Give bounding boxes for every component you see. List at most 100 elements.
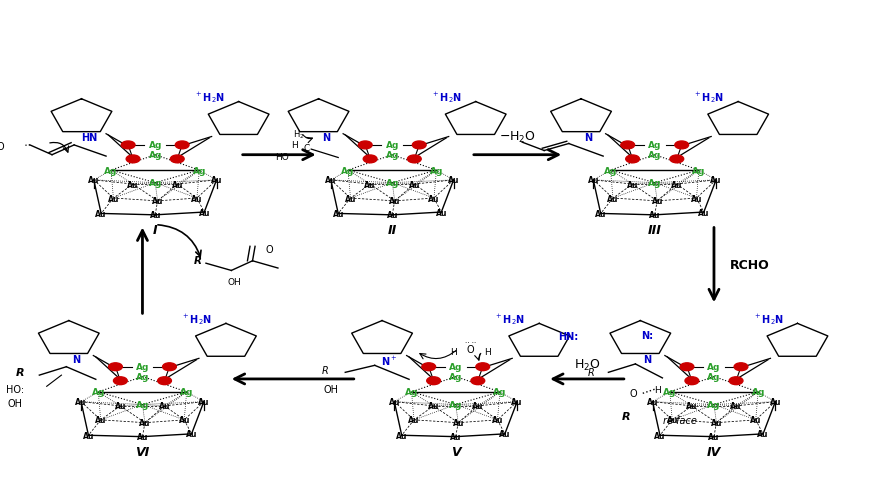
Text: Au: Au [512, 397, 523, 407]
Text: H$_2$O: H$_2$O [574, 357, 600, 372]
Text: Au: Au [95, 416, 106, 424]
Circle shape [734, 363, 748, 371]
Text: Ag: Ag [136, 372, 149, 381]
Text: R: R [621, 411, 630, 421]
Text: Au: Au [344, 194, 356, 203]
Text: C: C [303, 144, 310, 153]
Circle shape [162, 363, 176, 371]
Text: H: H [654, 385, 661, 394]
Text: Au: Au [647, 397, 658, 407]
Text: Au: Au [698, 208, 710, 217]
Circle shape [113, 377, 127, 385]
Text: Au: Au [607, 194, 618, 203]
Text: Ag: Ag [148, 141, 162, 150]
Text: re face: re face [663, 415, 697, 425]
Text: Ag: Ag [648, 151, 661, 160]
Text: Au: Au [666, 416, 678, 424]
Text: N:: N: [642, 330, 654, 340]
Text: Au: Au [708, 432, 719, 441]
Text: OH: OH [7, 398, 23, 408]
Text: Ag: Ag [92, 388, 105, 396]
Text: Ag: Ag [648, 179, 661, 188]
Text: $^+$H$_2$N: $^+$H$_2$N [194, 91, 225, 105]
Text: III: III [648, 224, 662, 237]
Text: Au: Au [731, 402, 742, 410]
Text: Au: Au [95, 210, 107, 218]
Text: N: N [644, 354, 651, 364]
Circle shape [685, 377, 698, 385]
Circle shape [170, 156, 184, 164]
Text: Au: Au [75, 397, 86, 407]
Text: R: R [194, 256, 201, 266]
Circle shape [412, 142, 426, 150]
Text: Ag: Ag [405, 388, 419, 396]
Text: Au: Au [211, 176, 222, 185]
Text: R: R [588, 367, 595, 378]
Text: Au: Au [711, 418, 722, 427]
Text: Ag: Ag [449, 372, 462, 381]
Circle shape [476, 363, 489, 371]
Text: Au: Au [386, 211, 398, 220]
Text: Ag: Ag [136, 363, 149, 371]
Text: VI: VI [135, 445, 150, 458]
Text: Au: Au [186, 429, 197, 439]
Text: Au: Au [191, 194, 202, 203]
Text: Au: Au [428, 194, 439, 203]
Text: Ag: Ag [707, 372, 720, 381]
Text: Ag: Ag [193, 166, 206, 175]
Text: Ag: Ag [180, 388, 194, 396]
Text: $^+$H$_2$N: $^+$H$_2$N [494, 312, 525, 327]
Text: OH: OH [323, 384, 338, 394]
Text: Ag: Ag [449, 400, 462, 409]
Text: Au: Au [364, 180, 376, 189]
Text: Au: Au [396, 431, 407, 440]
Text: HO:: HO: [6, 384, 24, 394]
Text: Au: Au [108, 194, 119, 203]
Circle shape [626, 156, 639, 164]
Text: Au: Au [88, 176, 99, 185]
Text: Au: Au [499, 429, 510, 439]
Text: Au: Au [436, 208, 447, 217]
Text: H: H [290, 141, 297, 150]
Text: Au: Au [389, 197, 400, 206]
Text: H: H [484, 347, 491, 356]
Text: Au: Au [428, 402, 439, 410]
Text: Au: Au [127, 180, 139, 189]
Text: Au: Au [627, 180, 638, 189]
Text: Au: Au [172, 180, 183, 189]
Text: ·· ··: ·· ·· [465, 339, 476, 345]
Text: Au: Au [137, 432, 148, 441]
Text: Au: Au [691, 194, 702, 203]
Text: Ag: Ag [148, 151, 162, 160]
Text: Au: Au [199, 208, 210, 217]
Text: Ag: Ag [148, 179, 162, 188]
Circle shape [471, 377, 485, 385]
Text: HN: HN [81, 133, 97, 143]
Text: N: N [72, 354, 80, 364]
Text: $^+$H$_2$N: $^+$H$_2$N [693, 91, 725, 105]
Text: Ag: Ag [136, 400, 149, 409]
Text: N: N [322, 133, 330, 143]
Text: O: O [629, 389, 637, 398]
Text: Au: Au [453, 418, 464, 427]
Text: Ag: Ag [663, 388, 677, 396]
Circle shape [126, 156, 140, 164]
Text: Ag: Ag [603, 166, 617, 175]
Circle shape [670, 156, 684, 164]
Circle shape [175, 142, 189, 150]
Text: HN:: HN: [559, 331, 579, 341]
Text: Au: Au [159, 402, 170, 410]
Circle shape [422, 363, 436, 371]
Text: Au: Au [595, 210, 606, 218]
Text: H$_2$: H$_2$ [293, 128, 304, 141]
Text: N$^+$: N$^+$ [381, 354, 398, 367]
Text: Ag: Ag [692, 166, 705, 175]
Text: Ag: Ag [707, 400, 720, 409]
Text: O: O [467, 344, 474, 354]
Text: Au: Au [140, 418, 151, 427]
Text: Ag: Ag [341, 166, 355, 175]
Circle shape [407, 156, 421, 164]
Circle shape [426, 377, 440, 385]
Text: Ag: Ag [752, 388, 765, 396]
Circle shape [121, 142, 135, 150]
